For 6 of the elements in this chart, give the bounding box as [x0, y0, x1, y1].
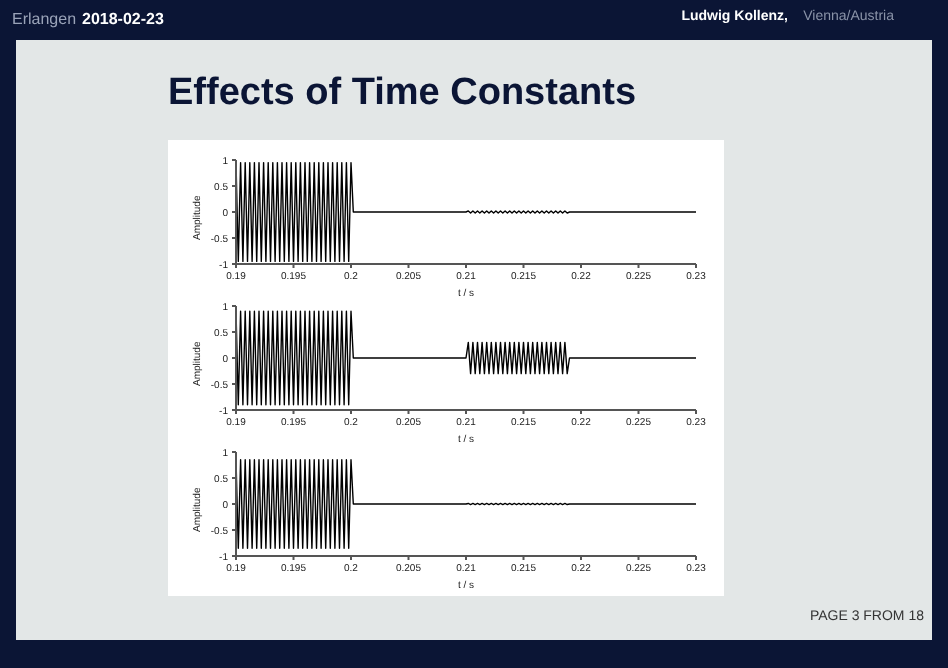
line-series	[236, 161, 696, 263]
text: 2018-02-23	[82, 10, 164, 28]
line-series	[236, 459, 696, 549]
line-series	[236, 310, 696, 406]
chart-title: Effects of Time Constants	[168, 72, 637, 116]
text: Erlangen	[12, 10, 77, 28]
